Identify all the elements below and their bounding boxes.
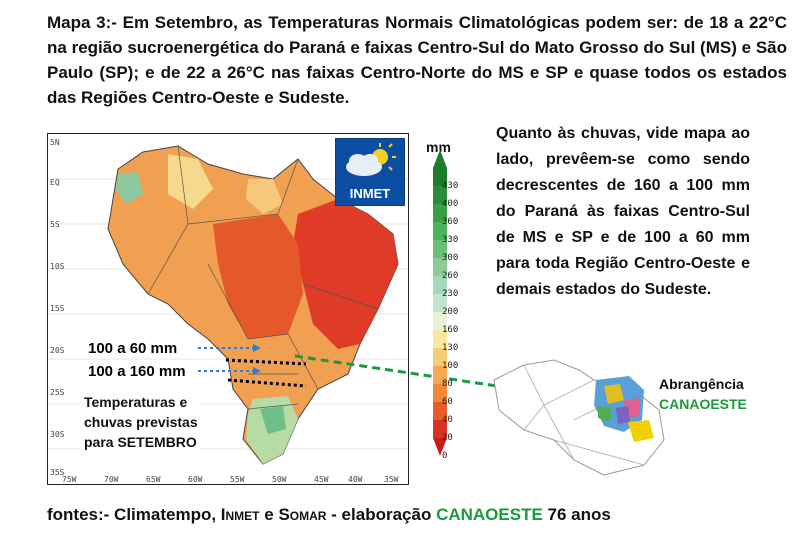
lon-label: 35W [384, 475, 399, 484]
scale-level: 80 [442, 379, 453, 389]
lat-label: 5S [50, 220, 60, 229]
footer-middle: - elaboração [326, 505, 437, 524]
scale-level: 230 [442, 289, 459, 299]
lon-label: 50W [272, 475, 287, 484]
footer-and: e [259, 505, 279, 524]
scale-level: 20 [442, 433, 453, 443]
forecast-map: 5N EQ 5S 10S 15S 20S 25S 30S 35S 75W 70W… [47, 133, 409, 485]
scale-level: 0 [442, 451, 448, 461]
scale-level: 360 [442, 217, 459, 227]
lon-label: 70W [104, 475, 119, 484]
caption-line: Temperaturas e [84, 394, 188, 410]
footer-suffix: 76 anos [542, 505, 611, 524]
scale-level: 40 [442, 415, 453, 425]
inmet-logo: INMET [335, 138, 405, 206]
lat-label: 20S [50, 346, 65, 355]
headline-text: Mapa 3:- Em Setembro, as Temperaturas No… [47, 13, 787, 107]
coverage-title: Abrangência [659, 376, 744, 392]
scale-level: 400 [442, 199, 459, 209]
lat-label: 5N [50, 138, 60, 147]
rain-description: Quanto às chuvas, vide mapa ao lado, pre… [496, 125, 750, 298]
lat-label: 35S [50, 468, 65, 477]
scale-level: 130 [442, 343, 459, 353]
scale-level: 260 [442, 271, 459, 281]
weather-cloud-sun-icon [346, 143, 396, 176]
annotation-100-60: 100 a 60 mm [88, 340, 178, 357]
inmet-logo-text: INMET [349, 186, 391, 201]
map-caption: Temperaturas e chuvas previstas para SET… [82, 391, 200, 453]
brazil-map-graphic [48, 145, 408, 465]
scale-level: 430 [442, 181, 459, 191]
lon-label: 75W [62, 475, 77, 484]
lat-label: EQ [50, 178, 60, 187]
lon-label: 40W [348, 475, 363, 484]
lat-label: 25S [50, 388, 65, 397]
lon-label: 65W [146, 475, 161, 484]
scale-level: 330 [442, 235, 459, 245]
caption-line: chuvas previstas [84, 414, 198, 430]
lat-label: 15S [50, 304, 65, 313]
scale-unit: mm [426, 139, 451, 155]
lon-label: 55W [230, 475, 245, 484]
footer-inmet: Inmet [220, 505, 260, 524]
scale-level: 200 [442, 307, 459, 317]
annotation-100-160: 100 a 160 mm [88, 363, 186, 380]
lat-label: 10S [50, 262, 65, 271]
coverage-brand: CANAOESTE [659, 396, 747, 412]
footer-prefix: fontes:- Climatempo, [47, 505, 221, 524]
footer-sources: fontes:- Climatempo, Inmet e Somar - ela… [47, 505, 611, 525]
scale-level: 100 [442, 361, 459, 371]
lon-label: 60W [188, 475, 203, 484]
caption-line: para SETEMBRO [84, 434, 197, 450]
scale-level: 300 [442, 253, 459, 263]
scale-level: 160 [442, 325, 459, 335]
scale-level: 60 [442, 397, 453, 407]
lat-label: 30S [50, 430, 65, 439]
footer-somar: Somar [278, 505, 327, 524]
footer-brand: CANAOESTE [436, 505, 543, 524]
lon-label: 45W [314, 475, 329, 484]
precipitation-scale-bar [433, 150, 447, 456]
coverage-mini-map [493, 359, 665, 476]
coverage-label: Abrangência CANAOESTE [659, 374, 747, 414]
